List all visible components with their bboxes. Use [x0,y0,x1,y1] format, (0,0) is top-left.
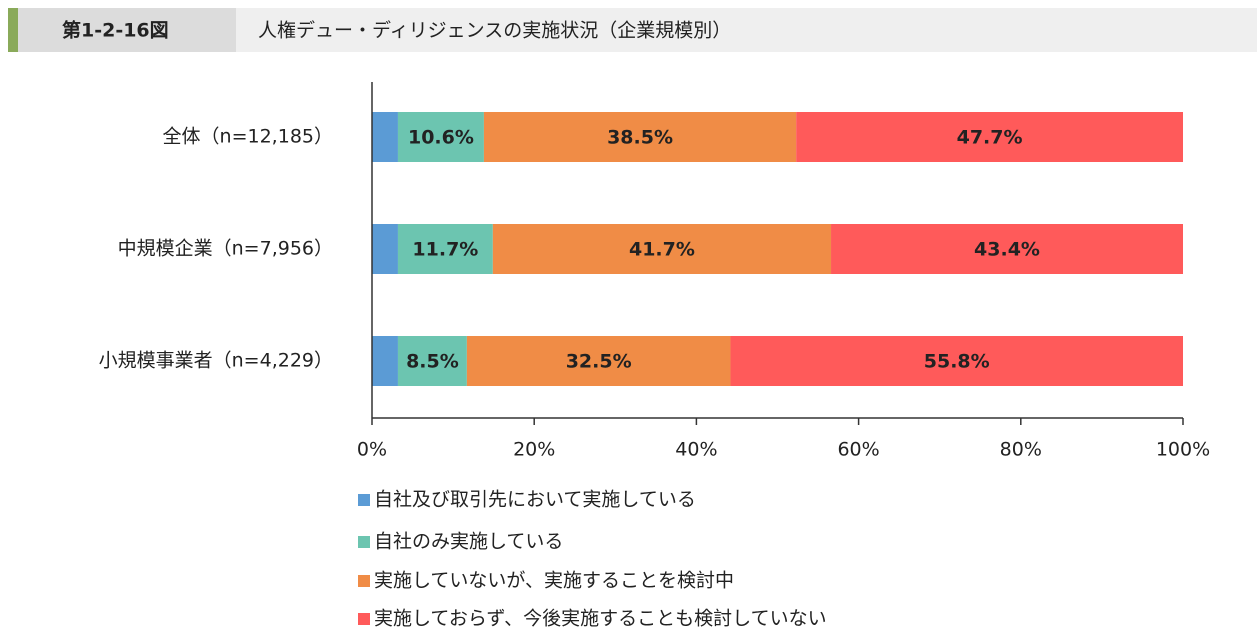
bar-segment [372,224,398,274]
data-label: 38.5% [607,127,673,149]
bar-segment [466,336,731,386]
legend-swatch [358,536,370,548]
x-tick-label: 80% [1000,439,1042,461]
data-label: 55.8% [924,351,990,373]
bar-segment [397,336,467,386]
data-label: 43.4% [974,239,1040,261]
data-label: 41.7% [629,239,695,261]
bar-segment [831,224,1183,274]
x-tick-label: 60% [837,439,879,461]
category-label: 小規模事業者（n=4,229） [99,350,333,372]
legend-label: 自社のみ実施している [374,531,563,553]
figure-number: 第1-2-16図 [62,19,169,42]
data-label: 47.7% [957,127,1023,149]
legend-swatch [358,575,370,587]
data-label: 11.7% [412,239,478,261]
header-accent [8,8,18,52]
legend-swatch [358,494,370,506]
bar-segment [372,336,398,386]
data-label: 8.5% [406,351,459,373]
bar-segment [397,112,484,162]
bar-segment [372,112,398,162]
bar-segment [483,112,797,162]
legend-label: 自社及び取引先において実施している [374,489,696,511]
x-tick-label: 20% [513,439,555,461]
x-tick-label: 40% [675,439,717,461]
legend-label: 実施しておらず、今後実施することも検討していない [374,608,827,630]
x-tick-label: 100% [1156,439,1210,461]
category-label: 中規模企業（n=7,956） [118,238,333,260]
bar-segment [492,224,832,274]
data-label: 10.6% [408,127,474,149]
legend-label: 実施していないが、実施することを検討中 [374,570,734,592]
bar-segment [796,112,1183,162]
chart-title: 人権デュー・ディリジェンスの実施状況（企業規模別） [258,20,731,42]
x-tick-label: 0% [357,439,387,461]
category-label: 全体（n=12,185） [163,126,333,148]
legend-swatch [358,613,370,625]
bar-segment [730,336,1183,386]
data-label: 32.5% [566,351,632,373]
header-label-box [8,8,236,52]
bar-segment [397,224,493,274]
